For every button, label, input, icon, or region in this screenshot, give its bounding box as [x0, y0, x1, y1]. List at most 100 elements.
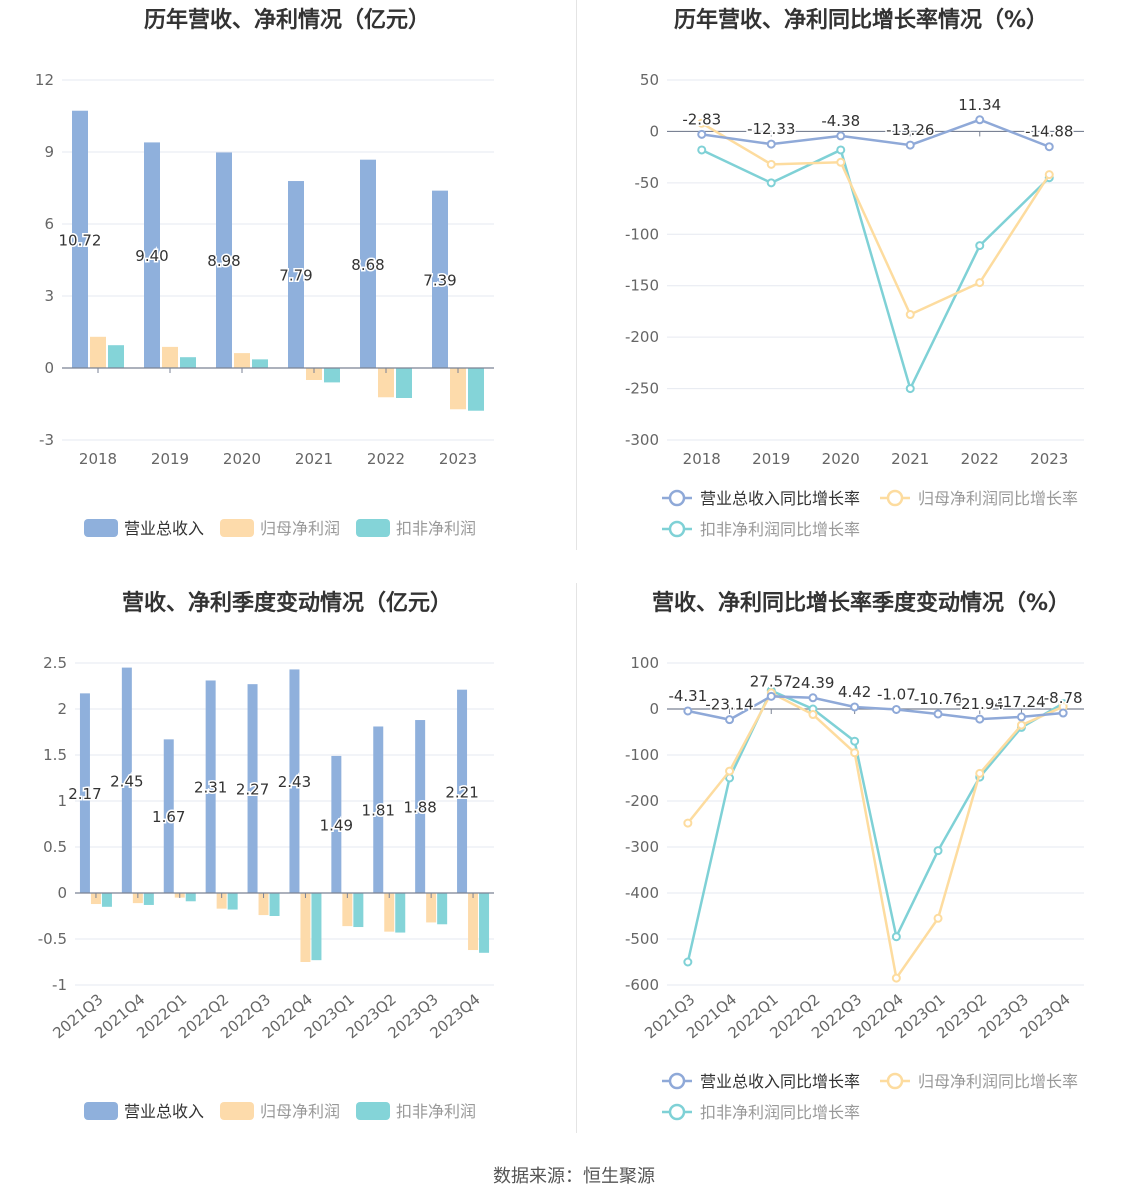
- line-value-label: 24.39: [791, 674, 834, 692]
- quarterly-amount-chart: -1 -0.5 0 0.5 1 1.5 2 2.5 2.17 2.45 1.67 2.31 2.27 2.…: [38, 654, 494, 1121]
- bar-value-label: 2.21: [445, 783, 478, 801]
- legend-swatch: [84, 519, 118, 537]
- bar: [90, 336, 106, 368]
- series-point: [905, 140, 915, 150]
- series-point: [766, 691, 776, 701]
- bar: [205, 680, 216, 893]
- series-point: [891, 932, 901, 942]
- series-point: [836, 157, 846, 167]
- bar: [252, 359, 268, 368]
- quarterly-amount-panel: 营收、净利季度变动情况（亿元） -1 -0.5 0 0.5 1 1.5 2 2.5 2.17 2.…: [0, 583, 574, 1164]
- x-tick-label: 2018: [79, 450, 117, 468]
- series-point: [933, 846, 943, 856]
- series-point: [891, 973, 901, 983]
- bar-value-label: 1.67: [152, 808, 185, 826]
- y-tick-label: 50: [640, 71, 659, 89]
- legend-label: 营业总收入同比增长率: [700, 489, 860, 508]
- series-point: [850, 736, 860, 746]
- series-point: [836, 145, 846, 155]
- bar-value-label: 1.81: [362, 802, 395, 820]
- series-point: [975, 241, 985, 251]
- series-point: [905, 310, 915, 320]
- bar: [79, 693, 90, 893]
- legend-point-marker: [668, 520, 686, 538]
- bar: [457, 689, 468, 893]
- legend-label: 扣非净利润同比增长率: [700, 1103, 860, 1122]
- series-point: [725, 715, 735, 725]
- legend-swatch: [220, 519, 254, 537]
- series-line: [701, 118, 1050, 148]
- series-point: [933, 913, 943, 923]
- bar: [432, 190, 448, 368]
- bar: [289, 669, 300, 893]
- bar: [121, 667, 132, 893]
- legend-point-marker: [668, 1072, 686, 1090]
- line-value-label: -17.24: [997, 693, 1045, 711]
- bar: [311, 893, 322, 961]
- bar: [479, 893, 490, 953]
- data-source-note: 数据来源：恒生聚源: [493, 1166, 655, 1187]
- bar: [396, 368, 412, 398]
- line-value-label: -4.31: [668, 687, 707, 705]
- series-point: [975, 115, 985, 125]
- line-value-label: -10.76: [914, 690, 962, 708]
- bar: [258, 893, 269, 916]
- legend-label: 营业总收入: [124, 1102, 204, 1121]
- annual-growth-panel: 历年营收、净利同比增长率情况（%） -300 -250 -200 -150 -100 -5…: [574, 0, 1148, 581]
- bar: [143, 893, 154, 905]
- series-point: [766, 139, 776, 149]
- y-tick-label: 0: [649, 700, 659, 718]
- legend-swatch: [356, 519, 390, 537]
- line-value-label: -2.83: [682, 110, 721, 128]
- vertical-divider: [576, 583, 577, 1133]
- series-point: [850, 702, 860, 712]
- series-point: [975, 278, 985, 288]
- bar: [162, 346, 178, 368]
- series-point: [683, 706, 693, 716]
- y-tick-label: 1.5: [43, 746, 67, 764]
- y-tick-label: 0.5: [43, 838, 67, 856]
- annual-growth-chart: -300 -250 -200 -150 -100 -50 0 50 -2.83 -12.33 -4.…: [625, 71, 1084, 539]
- bar: [426, 893, 437, 923]
- bar-value-label: 1.88: [403, 799, 436, 817]
- series-point: [850, 748, 860, 758]
- line-value-label: 4.42: [838, 683, 871, 701]
- bar: [144, 142, 160, 368]
- y-tick-label: 6: [44, 215, 54, 233]
- series-point: [766, 159, 776, 169]
- bar-value-label: 7.79: [279, 267, 312, 285]
- legend-swatch: [356, 1102, 390, 1120]
- bar: [468, 893, 479, 951]
- bar: [324, 368, 340, 383]
- bar: [163, 739, 174, 893]
- bar: [269, 893, 280, 916]
- line-value-label: -8.78: [1044, 689, 1083, 707]
- series-point: [683, 818, 693, 828]
- x-tick-label: 2021: [295, 450, 333, 468]
- bar: [395, 893, 406, 933]
- chart-title: 历年营收、净利情况（亿元）: [143, 8, 430, 33]
- bar: [415, 720, 426, 893]
- y-tick-label: -200: [625, 792, 659, 810]
- bar-value-label: 10.72: [59, 231, 102, 249]
- y-tick-label: 0: [44, 359, 54, 377]
- bar-value-label: 8.68: [351, 256, 384, 274]
- y-tick-label: -0.5: [38, 930, 67, 948]
- bar: [132, 893, 143, 904]
- x-tick-label: 2020: [822, 450, 860, 468]
- bar: [185, 893, 196, 902]
- bar: [180, 357, 196, 368]
- quarterly-growth-panel: 营收、净利同比增长率季度变动情况（%） -600 -500 -400 -300 -200…: [574, 583, 1148, 1164]
- series-point: [975, 714, 985, 724]
- series-line: [701, 122, 1051, 317]
- x-tick-label: 2023: [1030, 450, 1068, 468]
- legend-label: 归母净利润同比增长率: [918, 1072, 1078, 1091]
- bar: [437, 893, 448, 925]
- y-tick-label: -300: [625, 838, 659, 856]
- y-tick-label: -300: [625, 431, 659, 449]
- line-value-label: -14.88: [1025, 123, 1073, 141]
- y-tick-label: 2.5: [43, 654, 67, 672]
- legend-label: 扣非净利润: [396, 519, 476, 538]
- bar: [216, 152, 232, 368]
- bar-value-label: 2.43: [278, 773, 311, 791]
